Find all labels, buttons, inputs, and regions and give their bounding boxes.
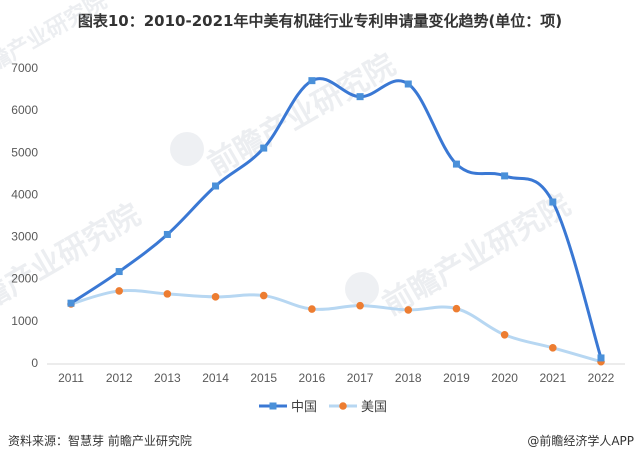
square-marker-icon <box>260 144 268 152</box>
x-tick-label: 2015 <box>250 371 277 385</box>
circle-marker-icon <box>211 293 220 301</box>
y-axis: 0 1000 2000 3000 4000 5000 6000 7000 <box>11 61 38 370</box>
legend-circle-marker-icon <box>339 402 347 410</box>
legend-square-marker-icon <box>269 402 277 410</box>
circle-marker-icon <box>549 344 557 352</box>
y-tick-label: 4000 <box>11 187 38 201</box>
square-marker-icon <box>356 93 364 101</box>
x-axis: 2011 2012 2013 2014 2015 2016 2017 2018 2019 2020… <box>58 371 615 385</box>
y-tick-label: 1000 <box>11 314 38 328</box>
circle-marker-icon <box>500 330 509 339</box>
x-tick-label: 2012 <box>106 371 133 385</box>
y-tick-label: 2000 <box>11 272 38 286</box>
square-marker-icon <box>452 160 460 168</box>
x-tick-label: 2011 <box>58 371 84 385</box>
circle-marker-icon <box>115 287 123 295</box>
x-tick-label: 2016 <box>299 371 326 385</box>
x-tick-label: 2022 <box>588 371 615 385</box>
circle-marker-icon <box>356 301 364 310</box>
y-tick-label: 3000 <box>11 230 38 244</box>
y-tick-label: 0 <box>31 356 38 370</box>
square-marker-icon <box>212 182 220 190</box>
x-tick-label: 2013 <box>154 371 181 385</box>
square-marker-icon <box>404 80 412 88</box>
square-marker-icon <box>501 172 509 180</box>
legend: 中国 美国 <box>259 400 387 415</box>
square-marker-icon <box>597 354 605 362</box>
y-tick-label: 5000 <box>11 145 38 159</box>
circle-marker-icon <box>259 291 268 300</box>
x-tick-label: 2021 <box>539 371 566 385</box>
x-tick-label: 2017 <box>347 371 374 385</box>
square-marker-icon <box>549 198 557 206</box>
series-us-line <box>69 288 603 364</box>
x-tick-label: 2020 <box>491 371 518 385</box>
x-tick-label: 2014 <box>202 371 229 385</box>
series-layer <box>67 77 605 366</box>
square-marker-icon <box>308 77 316 85</box>
series-us <box>67 287 605 366</box>
source-note: 资料来源：智慧芽 前瞻产业研究院 <box>8 434 192 448</box>
legend-label-china: 中国 <box>291 400 317 415</box>
series-china-line <box>69 77 603 360</box>
series-china <box>67 77 605 362</box>
credit-note: @前瞻经济学人APP <box>527 434 634 448</box>
circle-marker-icon <box>404 306 413 314</box>
y-tick-label: 7000 <box>11 61 38 75</box>
x-tick-label: 2018 <box>395 371 422 385</box>
chart-title: 图表10：2010-2021年中美有机硅行业专利申请量变化趋势(单位：项) <box>77 12 563 30</box>
circle-marker-icon <box>308 305 316 313</box>
square-marker-icon <box>67 299 75 307</box>
square-marker-icon <box>115 268 123 276</box>
legend-label-us: 美国 <box>361 400 387 415</box>
square-marker-icon <box>163 230 171 238</box>
x-tick-label: 2019 <box>443 371 470 385</box>
circle-marker-icon <box>163 290 172 298</box>
y-tick-label: 6000 <box>11 103 38 117</box>
circle-marker-icon <box>452 304 461 313</box>
